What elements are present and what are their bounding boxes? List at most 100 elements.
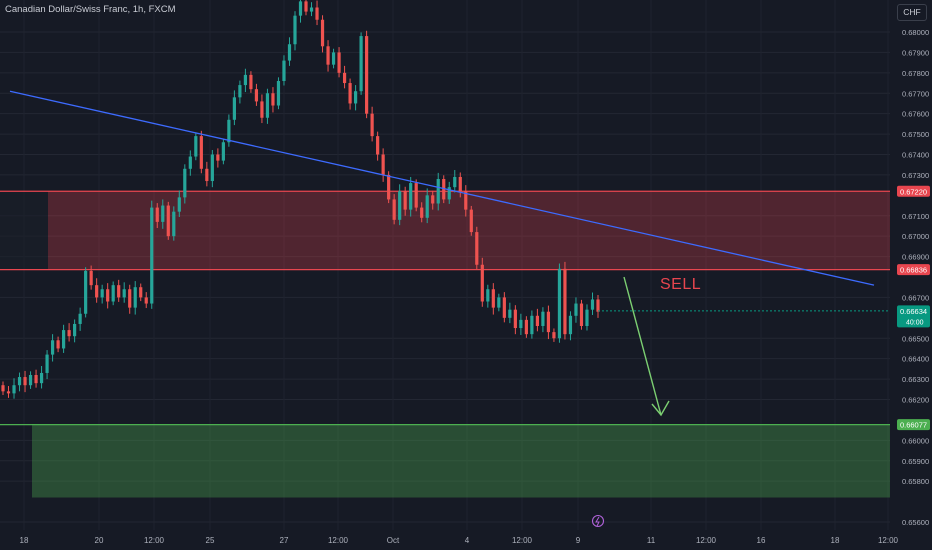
candle xyxy=(309,7,314,12)
candle xyxy=(216,154,220,161)
y-tick-label: 0.66000 xyxy=(902,436,929,445)
candle xyxy=(420,207,424,218)
candle xyxy=(67,330,71,337)
candle xyxy=(337,52,341,73)
candle xyxy=(557,268,562,339)
x-tick-label: 12:00 xyxy=(878,536,899,545)
zone-top-price-label: 0.67220 xyxy=(900,187,927,196)
candle xyxy=(464,191,468,210)
symbol-title: Canadian Dollar/Swiss Franc, 1h, FXCM xyxy=(5,4,176,15)
y-tick-label: 0.65900 xyxy=(902,457,929,466)
candle xyxy=(387,174,391,200)
sell-arrow xyxy=(623,276,662,416)
candle xyxy=(431,195,435,204)
candle xyxy=(320,19,325,47)
candle xyxy=(106,289,110,302)
candle xyxy=(475,232,479,265)
candle xyxy=(370,113,374,137)
candle xyxy=(39,372,44,384)
candle xyxy=(348,83,352,104)
x-tick-label: 12:00 xyxy=(696,536,717,545)
current-price-label: 0.66634 xyxy=(900,307,927,316)
y-tick-label: 0.67000 xyxy=(902,232,929,241)
candle xyxy=(111,285,115,302)
x-tick-label: 25 xyxy=(206,536,215,545)
candle xyxy=(128,289,132,308)
candle xyxy=(34,375,38,384)
candle xyxy=(183,168,187,198)
candle xyxy=(243,74,248,86)
candle xyxy=(315,7,319,20)
x-tick-label: 12:00 xyxy=(512,536,533,545)
candle xyxy=(1,385,5,392)
candle xyxy=(50,340,55,355)
flash-icon-bolt xyxy=(595,516,600,527)
candle xyxy=(221,142,225,161)
x-tick-label: 4 xyxy=(465,536,470,545)
x-tick-label: 12:00 xyxy=(328,536,349,545)
candle xyxy=(414,183,418,208)
candle xyxy=(23,377,27,386)
candle xyxy=(227,119,231,143)
candle xyxy=(326,46,330,65)
candle xyxy=(166,205,170,237)
candle xyxy=(392,199,396,220)
target-price-label: 0.66077 xyxy=(900,421,927,430)
candle xyxy=(45,354,49,373)
candle xyxy=(139,287,143,298)
currency-button[interactable]: CHF xyxy=(897,4,927,21)
x-tick-label: Oct xyxy=(387,536,400,545)
candle xyxy=(254,89,259,102)
x-tick-label: 18 xyxy=(20,536,29,545)
candle xyxy=(117,285,121,298)
candle xyxy=(12,385,16,394)
candle xyxy=(530,315,534,335)
zones xyxy=(0,190,890,498)
candle xyxy=(78,313,82,324)
sell-arrow-head xyxy=(651,400,670,417)
y-tick-label: 0.67900 xyxy=(902,48,929,57)
candle xyxy=(122,289,126,298)
y-tick-label: 0.67600 xyxy=(902,110,929,119)
grid-lines xyxy=(0,31,890,523)
candle xyxy=(535,315,539,326)
x-tick-label: 20 xyxy=(95,536,104,545)
candle xyxy=(508,309,512,318)
y-tick-label: 0.67400 xyxy=(902,151,929,160)
candle xyxy=(376,136,380,155)
candle xyxy=(232,97,236,120)
candle xyxy=(287,44,292,61)
y-tick-label: 0.65600 xyxy=(902,518,929,527)
candle xyxy=(298,1,303,16)
candle xyxy=(265,93,270,118)
candle xyxy=(403,191,407,210)
candle xyxy=(563,268,567,335)
candle xyxy=(497,297,501,308)
candle xyxy=(585,309,589,326)
candle xyxy=(453,176,457,188)
candle xyxy=(271,93,275,106)
resistance-zone xyxy=(48,191,890,270)
y-tick-label: 0.67500 xyxy=(902,130,929,139)
x-tick-label: 12:00 xyxy=(144,536,165,545)
candle xyxy=(249,74,253,90)
candle xyxy=(17,377,22,386)
candle xyxy=(28,375,33,386)
y-tick-label: 0.67300 xyxy=(902,171,929,180)
overlays xyxy=(9,90,890,528)
candle xyxy=(172,211,176,237)
candle xyxy=(177,197,181,212)
y-tick-label: 0.67700 xyxy=(902,89,929,98)
candle xyxy=(331,52,336,65)
x-tick-label: 9 xyxy=(576,536,581,545)
candle xyxy=(486,289,490,302)
candle xyxy=(491,289,495,308)
candle xyxy=(342,72,347,84)
candle xyxy=(469,209,473,233)
zone-bottom-price-label: 0.66836 xyxy=(900,266,927,275)
candle xyxy=(436,179,440,204)
y-tick-label: 0.66300 xyxy=(902,375,929,384)
candle xyxy=(73,323,77,337)
y-tick-label: 0.66900 xyxy=(902,253,929,262)
